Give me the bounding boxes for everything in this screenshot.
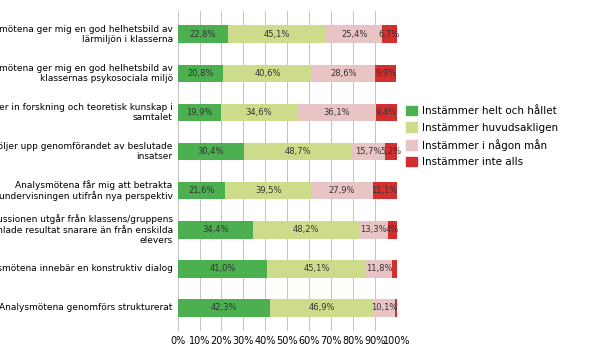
- Text: 27,9%: 27,9%: [329, 186, 355, 195]
- Bar: [366, 260, 392, 278]
- Bar: [223, 64, 312, 82]
- Text: 30,4%: 30,4%: [198, 147, 224, 156]
- Text: 28,6%: 28,6%: [330, 69, 357, 78]
- Bar: [388, 221, 397, 238]
- Text: 22,8%: 22,8%: [189, 30, 216, 39]
- Bar: [268, 260, 366, 278]
- Bar: [312, 64, 375, 82]
- Text: 9,9%: 9,9%: [375, 69, 396, 78]
- Text: 13,3%: 13,3%: [360, 225, 387, 234]
- Bar: [225, 182, 311, 199]
- Bar: [392, 260, 397, 278]
- Text: 11,8%: 11,8%: [366, 264, 392, 273]
- Bar: [375, 64, 397, 82]
- Bar: [271, 299, 373, 317]
- Bar: [395, 299, 397, 317]
- Text: 45,1%: 45,1%: [264, 30, 290, 39]
- Bar: [372, 182, 397, 199]
- Text: 48,2%: 48,2%: [292, 225, 319, 234]
- Text: 19,9%: 19,9%: [186, 108, 213, 117]
- Text: 21,6%: 21,6%: [188, 186, 214, 195]
- Bar: [382, 25, 397, 43]
- Bar: [178, 64, 223, 82]
- Text: 11,1%: 11,1%: [372, 186, 398, 195]
- Bar: [376, 104, 397, 121]
- Bar: [227, 25, 326, 43]
- Text: 42,3%: 42,3%: [211, 303, 237, 312]
- Bar: [359, 221, 388, 238]
- Text: 34,6%: 34,6%: [246, 108, 272, 117]
- Bar: [244, 143, 351, 160]
- Bar: [178, 182, 225, 199]
- Text: 9,4%: 9,4%: [376, 108, 397, 117]
- Text: 25,4%: 25,4%: [341, 30, 367, 39]
- Bar: [178, 104, 221, 121]
- Bar: [351, 143, 385, 160]
- Text: 4%: 4%: [385, 225, 399, 234]
- Text: 34,4%: 34,4%: [202, 225, 229, 234]
- Text: 48,7%: 48,7%: [284, 147, 311, 156]
- Text: 39,5%: 39,5%: [255, 186, 281, 195]
- Bar: [311, 182, 372, 199]
- Bar: [178, 260, 268, 278]
- Text: 6,7%: 6,7%: [379, 30, 400, 39]
- Text: 20,8%: 20,8%: [187, 69, 214, 78]
- Bar: [178, 221, 253, 238]
- Bar: [373, 299, 395, 317]
- Text: 36,1%: 36,1%: [323, 108, 350, 117]
- Text: 40,6%: 40,6%: [255, 69, 281, 78]
- Text: 41,0%: 41,0%: [210, 264, 236, 273]
- Text: 10,1%: 10,1%: [371, 303, 397, 312]
- Bar: [178, 143, 244, 160]
- Bar: [221, 104, 297, 121]
- Bar: [178, 299, 271, 317]
- Text: 46,9%: 46,9%: [308, 303, 335, 312]
- Text: 5,2%: 5,2%: [381, 147, 401, 156]
- Text: 15,7%: 15,7%: [355, 147, 381, 156]
- Text: 45,1%: 45,1%: [304, 264, 330, 273]
- Legend: Instämmer helt och hållet, Instämmer huvudsakligen, Instämmer i någon mån, Instä: Instämmer helt och hållet, Instämmer huv…: [406, 106, 558, 167]
- Bar: [253, 221, 359, 238]
- Bar: [178, 25, 227, 43]
- Bar: [326, 25, 382, 43]
- Bar: [297, 104, 376, 121]
- Bar: [385, 143, 397, 160]
